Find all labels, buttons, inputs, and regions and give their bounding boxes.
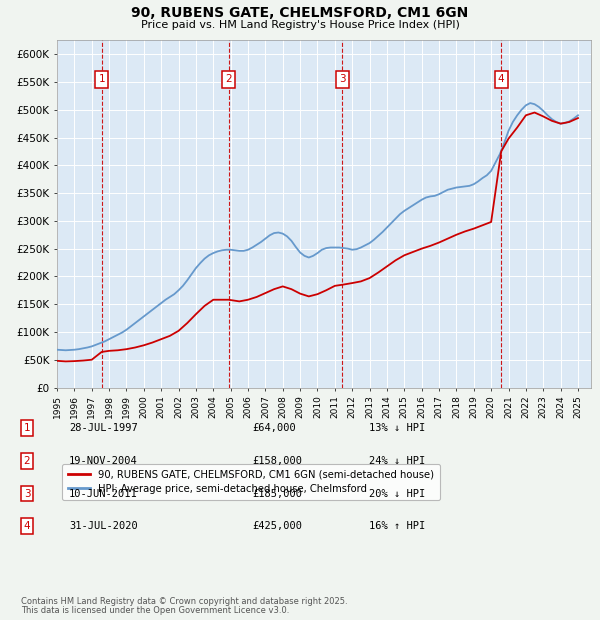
Text: 90, RUBENS GATE, CHELMSFORD, CM1 6GN: 90, RUBENS GATE, CHELMSFORD, CM1 6GN xyxy=(131,6,469,20)
Text: 1: 1 xyxy=(23,423,31,433)
Text: 28-JUL-1997: 28-JUL-1997 xyxy=(69,423,138,433)
Text: This data is licensed under the Open Government Licence v3.0.: This data is licensed under the Open Gov… xyxy=(21,606,289,615)
Text: £425,000: £425,000 xyxy=(252,521,302,531)
Text: Price paid vs. HM Land Registry's House Price Index (HPI): Price paid vs. HM Land Registry's House … xyxy=(140,20,460,30)
Text: £64,000: £64,000 xyxy=(252,423,296,433)
Text: £185,000: £185,000 xyxy=(252,489,302,498)
Text: 2: 2 xyxy=(225,74,232,84)
Text: 19-NOV-2004: 19-NOV-2004 xyxy=(69,456,138,466)
Text: 3: 3 xyxy=(23,489,31,498)
Text: 24% ↓ HPI: 24% ↓ HPI xyxy=(369,456,425,466)
Text: 13% ↓ HPI: 13% ↓ HPI xyxy=(369,423,425,433)
Text: 31-JUL-2020: 31-JUL-2020 xyxy=(69,521,138,531)
Text: 16% ↑ HPI: 16% ↑ HPI xyxy=(369,521,425,531)
Text: 10-JUN-2011: 10-JUN-2011 xyxy=(69,489,138,498)
Text: Contains HM Land Registry data © Crown copyright and database right 2025.: Contains HM Land Registry data © Crown c… xyxy=(21,597,347,606)
Legend: 90, RUBENS GATE, CHELMSFORD, CM1 6GN (semi-detached house), HPI: Average price, : 90, RUBENS GATE, CHELMSFORD, CM1 6GN (se… xyxy=(62,464,440,500)
Text: £158,000: £158,000 xyxy=(252,456,302,466)
Text: 4: 4 xyxy=(23,521,31,531)
Text: 20% ↓ HPI: 20% ↓ HPI xyxy=(369,489,425,498)
Text: 1: 1 xyxy=(98,74,105,84)
Text: 3: 3 xyxy=(339,74,346,84)
Text: 4: 4 xyxy=(498,74,505,84)
Text: 2: 2 xyxy=(23,456,31,466)
